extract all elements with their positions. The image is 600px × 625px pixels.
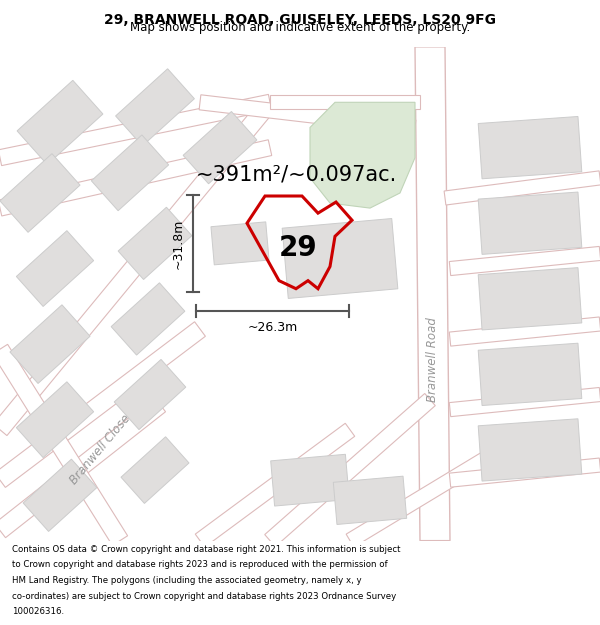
Polygon shape [334, 476, 407, 524]
Text: ~26.3m: ~26.3m [247, 321, 298, 334]
Polygon shape [478, 116, 582, 179]
Polygon shape [271, 454, 349, 506]
Polygon shape [449, 246, 600, 276]
Polygon shape [478, 343, 582, 406]
Polygon shape [16, 231, 94, 306]
Polygon shape [195, 423, 355, 547]
Polygon shape [310, 102, 415, 208]
Polygon shape [23, 459, 97, 531]
Text: Contains OS data © Crown copyright and database right 2021. This information is : Contains OS data © Crown copyright and d… [12, 545, 401, 554]
Polygon shape [0, 94, 272, 166]
Polygon shape [478, 268, 582, 330]
Polygon shape [270, 95, 420, 109]
Text: to Crown copyright and database rights 2023 and is reproduced with the permissio: to Crown copyright and database rights 2… [12, 561, 388, 569]
Text: HM Land Registry. The polygons (including the associated geometry, namely x, y: HM Land Registry. The polygons (includin… [12, 576, 362, 585]
Polygon shape [114, 359, 186, 429]
Polygon shape [10, 305, 90, 384]
Polygon shape [449, 388, 600, 417]
Polygon shape [111, 282, 185, 355]
Polygon shape [91, 135, 169, 211]
Text: Branwell Road: Branwell Road [425, 317, 439, 402]
Polygon shape [183, 111, 257, 184]
Polygon shape [0, 398, 166, 538]
Text: 29: 29 [278, 234, 317, 262]
Polygon shape [444, 171, 600, 205]
Polygon shape [265, 394, 435, 547]
Polygon shape [211, 222, 269, 265]
Polygon shape [346, 444, 504, 547]
Text: ~31.8m: ~31.8m [172, 218, 185, 269]
Text: Branwell Close: Branwell Close [67, 412, 133, 488]
Polygon shape [449, 458, 600, 487]
Polygon shape [415, 47, 450, 541]
Polygon shape [118, 208, 192, 279]
Polygon shape [282, 219, 398, 299]
Text: ~391m²/~0.097ac.: ~391m²/~0.097ac. [196, 165, 397, 185]
Text: 100026316.: 100026316. [12, 608, 64, 616]
Text: 29, BRANWELL ROAD, GUISELEY, LEEDS, LS20 9FG: 29, BRANWELL ROAD, GUISELEY, LEEDS, LS20… [104, 13, 496, 27]
Polygon shape [0, 140, 272, 216]
Polygon shape [0, 96, 277, 436]
Polygon shape [116, 69, 194, 146]
Polygon shape [16, 382, 94, 458]
Text: Map shows position and indicative extent of the property.: Map shows position and indicative extent… [130, 21, 470, 34]
Polygon shape [478, 419, 582, 481]
Polygon shape [0, 322, 205, 488]
Polygon shape [449, 317, 600, 346]
Polygon shape [121, 437, 189, 503]
Polygon shape [199, 95, 416, 135]
Polygon shape [17, 81, 103, 164]
Polygon shape [478, 192, 582, 254]
Polygon shape [0, 154, 80, 232]
Polygon shape [0, 344, 128, 546]
Text: co-ordinates) are subject to Crown copyright and database rights 2023 Ordnance S: co-ordinates) are subject to Crown copyr… [12, 592, 396, 601]
